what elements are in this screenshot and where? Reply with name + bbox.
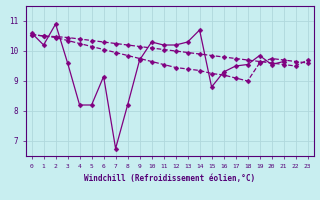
X-axis label: Windchill (Refroidissement éolien,°C): Windchill (Refroidissement éolien,°C) [84,174,255,183]
